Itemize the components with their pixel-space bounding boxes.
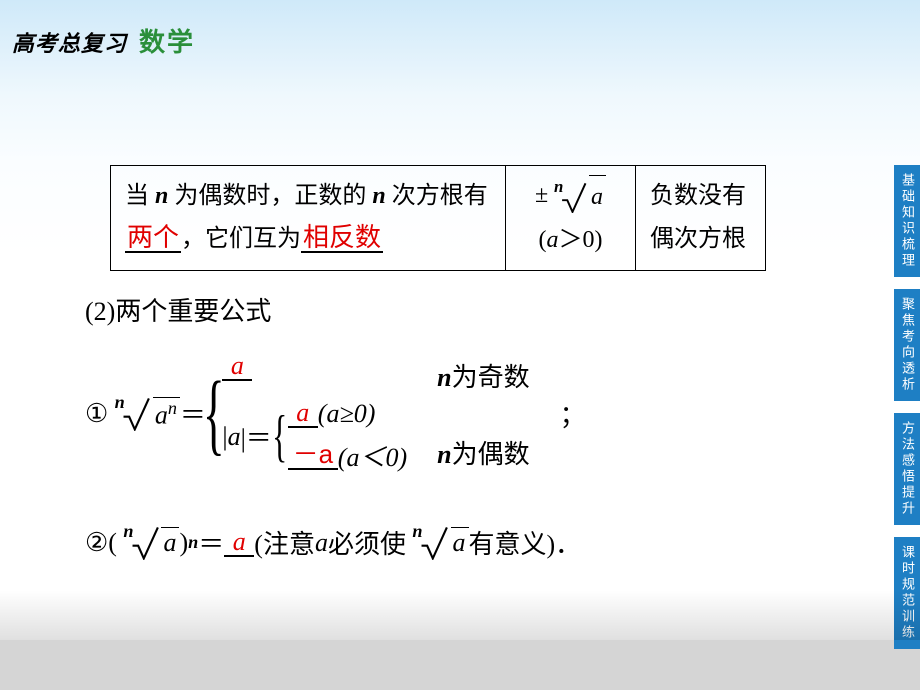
text: ( <box>539 227 547 253</box>
var-n: n <box>155 183 168 209</box>
roots-table: 当 n 为偶数时，正数的 n 次方根有两个，它们互为相反数 ± n a (a＞0… <box>110 165 766 271</box>
slide-header: 高考总复习 数学 <box>12 22 195 59</box>
inner-cases: a (a≥0) －a (a＜0) <box>288 399 407 474</box>
tab-basics[interactable]: 基础知识梳理 <box>894 165 920 277</box>
table-cell-notation: ± n a (a＞0) <box>506 166 636 271</box>
text: 负数没有 <box>650 183 746 209</box>
text: ＞0) <box>559 227 603 253</box>
inner-case-pos: a (a≥0) <box>288 399 407 429</box>
cond-odd: n为奇数 <box>437 357 529 394</box>
formula-label: ②( <box>85 528 117 558</box>
header-title-sub: 数学 <box>139 22 195 59</box>
radicand: a <box>161 527 179 558</box>
slide-background: 高考总复习 数学 基础知识梳理 聚焦考向透析 方法感悟提升 课时规范训练 当 n… <box>0 0 920 640</box>
root-index: n <box>123 521 133 542</box>
text: 次方根有 <box>386 183 488 209</box>
root-index: n <box>554 172 563 202</box>
text: 当 <box>125 183 155 209</box>
tab-methods[interactable]: 方法感悟提升 <box>894 413 920 525</box>
cases-column: a |a|＝ { a (a≥0) －a (a＜0) <box>222 353 407 474</box>
var-a: a <box>228 422 241 452</box>
answer-neg-a: －a <box>293 439 333 469</box>
case-odd: a <box>222 353 407 381</box>
root-index: n <box>412 521 422 542</box>
var-a: a <box>315 528 328 558</box>
text: 偶次方根 <box>650 226 746 252</box>
tab-practice[interactable]: 课时规范训练 <box>894 537 920 649</box>
table-cell-note: 负数没有 偶次方根 <box>636 166 766 271</box>
formula-label: ① <box>85 399 108 429</box>
text: 为偶数时，正数的 <box>168 183 372 209</box>
exp-n: n <box>168 398 177 418</box>
tab-focus[interactable]: 聚焦考向透析 <box>894 289 920 401</box>
inner-case-neg: －a (a＜0) <box>288 437 407 474</box>
var-a: a <box>155 401 168 430</box>
answer-a: a <box>296 398 309 427</box>
condition: (a＜0) <box>338 437 407 474</box>
sidebar-tabs: 基础知识梳理 聚焦考向透析 方法感悟提升 课时规范训练 <box>894 165 920 649</box>
var-n: n <box>372 183 385 209</box>
text: 必须使 <box>328 524 406 561</box>
formula-2: ②( n a )n ＝ a (注意 a 必须使 n a 有意义)． <box>85 524 845 561</box>
nth-root: n a <box>548 175 606 219</box>
answer-a: a <box>233 527 246 556</box>
cond-even: n为偶数 <box>437 434 529 471</box>
nth-root: n an <box>108 397 180 431</box>
text: ，它们互为 <box>181 226 301 252</box>
var-a: a <box>547 227 559 253</box>
root-index: n <box>115 392 125 413</box>
condition-column: n为奇数 n为偶数 <box>437 357 529 471</box>
formula-1: ① n an ＝ { a |a|＝ { <box>85 353 845 474</box>
exp-n: n <box>188 532 198 553</box>
cases-outer: { a |a|＝ { a (a≥0) <box>206 353 530 474</box>
equals: ＝ <box>198 524 224 561</box>
semicolon: ； <box>560 395 586 432</box>
text: 有意义)． <box>469 524 582 561</box>
close-paren: ) <box>179 528 188 558</box>
answer-a: a <box>231 351 244 380</box>
nth-root: n a <box>117 526 180 560</box>
plus-minus: ± <box>535 182 548 208</box>
abs-bar-eq: |＝ <box>241 418 272 455</box>
text: (注意 <box>254 524 315 561</box>
answer-two: 两个 <box>127 222 179 252</box>
radicand: a <box>589 175 606 219</box>
radicand: an <box>153 397 180 431</box>
header-title-main: 高考总复习 <box>12 26 127 58</box>
table-cell-description: 当 n 为偶数时，正数的 n 次方根有两个，它们互为相反数 <box>111 166 506 271</box>
answer-opposite: 相反数 <box>303 222 381 252</box>
section-2-label: (2)两个重要公式 <box>85 291 845 328</box>
radicand: a <box>451 527 469 558</box>
case-even: |a|＝ { a (a≥0) －a (a＜0) <box>222 399 407 474</box>
main-content: 当 n 为偶数时，正数的 n 次方根有两个，它们互为相反数 ± n a (a＞0… <box>85 165 845 561</box>
condition: (a≥0) <box>318 399 376 429</box>
bottom-shadow <box>0 590 920 640</box>
nth-root: n a <box>406 526 469 560</box>
